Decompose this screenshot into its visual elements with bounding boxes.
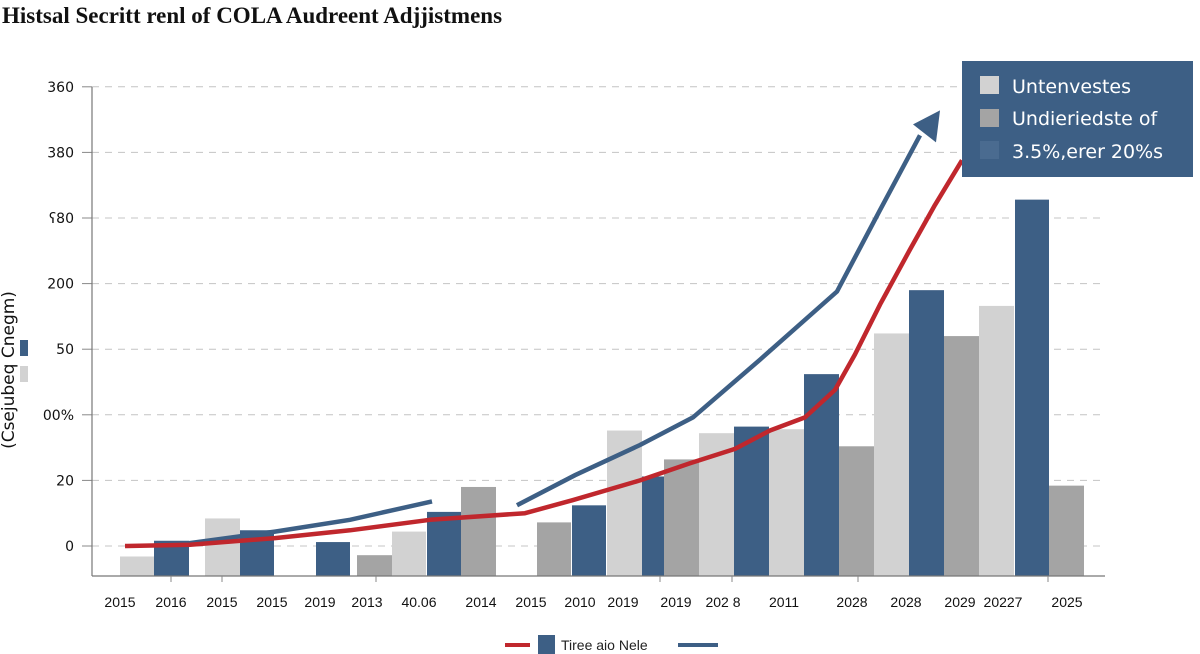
bar-light xyxy=(392,531,426,576)
x-tick-label: 2011 xyxy=(769,594,799,610)
bar-light xyxy=(874,333,909,576)
y-tick-label: 380 xyxy=(47,145,74,161)
bar-blue xyxy=(1015,199,1049,576)
bar-gray xyxy=(461,486,496,576)
bar-blue xyxy=(642,476,664,576)
arrowhead-icon xyxy=(913,110,940,143)
x-tick-label: 2019 xyxy=(607,594,638,610)
legend-label-0: Untenvestes xyxy=(1012,76,1131,98)
bottom-legend-blue-swatch xyxy=(538,635,555,654)
chart-title: Histsal Secritt renl of COLA Audreent Ad… xyxy=(2,3,502,28)
trend-lines xyxy=(124,110,964,549)
x-tick-label: 2025 xyxy=(1051,594,1082,610)
y-axis-label: (Csejubeq Cnegm) xyxy=(0,291,19,449)
bar-light xyxy=(205,518,240,576)
legend-label-1: Undieriedste of xyxy=(1012,108,1159,130)
legend-label-2: 3.5%,erer 20%s xyxy=(1012,141,1163,163)
x-axis-ticks: 2015 2016 2015 2015 2019 2013 40.06 2014 2015 201… xyxy=(104,576,1083,610)
bar-gray xyxy=(839,446,874,576)
legend-background xyxy=(962,61,1193,177)
legend-swatch-1 xyxy=(980,109,999,127)
x-tick-label: 2019 xyxy=(660,594,691,610)
y-tick-label: 200 xyxy=(47,277,74,293)
bar-light xyxy=(769,429,804,576)
y-tick-label: 0 xyxy=(65,539,74,555)
y-legend-swatch-blue xyxy=(20,340,28,356)
y-tick-label: 50 xyxy=(56,342,74,358)
bottom-legend: Tiree aio Nele xyxy=(505,635,718,654)
x-tick-label: 2016 xyxy=(155,594,186,610)
legend-swatch-2 xyxy=(980,141,999,159)
blue-line-segment-1 xyxy=(187,499,433,546)
y-legend-swatch-light xyxy=(20,366,28,382)
bars xyxy=(120,199,1084,576)
bar-blue xyxy=(572,505,606,576)
y-tick-label: ʕ80 xyxy=(49,211,74,227)
y-axis-ticks: 0 20 00% 50 200 ʕ80 380 360 xyxy=(43,80,92,555)
bar-gray xyxy=(357,555,392,576)
x-tick-label: 202 8 xyxy=(705,594,740,610)
bottom-legend-label: Tiree aio Nele xyxy=(561,637,648,653)
x-tick-label: 2015 xyxy=(515,594,546,610)
bar-gray xyxy=(537,522,571,576)
blue-line-segment-2 xyxy=(515,134,922,508)
legend-swatch-0 xyxy=(980,76,999,94)
x-tick-label: 2028 xyxy=(890,594,921,610)
x-tick-label: 2015 xyxy=(104,594,135,610)
x-tick-label: 2029 xyxy=(944,594,975,610)
bar-gray xyxy=(944,336,979,576)
x-tick-label: 20227 xyxy=(984,594,1023,610)
y-tick-label: 00% xyxy=(43,408,74,424)
y-tick-label: 20 xyxy=(56,473,74,489)
y-tick-label: 360 xyxy=(47,80,74,96)
bar-blue xyxy=(427,511,461,576)
x-tick-label: 2019 xyxy=(304,594,335,610)
bar-light xyxy=(979,305,1014,576)
bar-blue xyxy=(734,426,769,576)
bar-light xyxy=(607,430,642,576)
bar-gray xyxy=(1049,485,1084,576)
x-tick-label: 2015 xyxy=(256,594,287,610)
x-tick-label: 40.06 xyxy=(401,594,436,610)
bar-blue xyxy=(909,290,944,576)
legend-box: Untenvestes Undieriedste of 3.5%,erer 20… xyxy=(962,61,1193,177)
x-tick-label: 2015 xyxy=(206,594,237,610)
x-tick-label: 2028 xyxy=(836,594,867,610)
x-tick-label: 2010 xyxy=(564,594,595,610)
bar-gray xyxy=(664,459,699,576)
bar-light xyxy=(120,556,154,576)
bar-blue xyxy=(316,542,350,576)
red-line xyxy=(124,159,964,549)
x-tick-label: 2014 xyxy=(465,594,496,610)
bar-blue xyxy=(804,374,839,576)
x-tick-label: 2013 xyxy=(351,594,382,610)
